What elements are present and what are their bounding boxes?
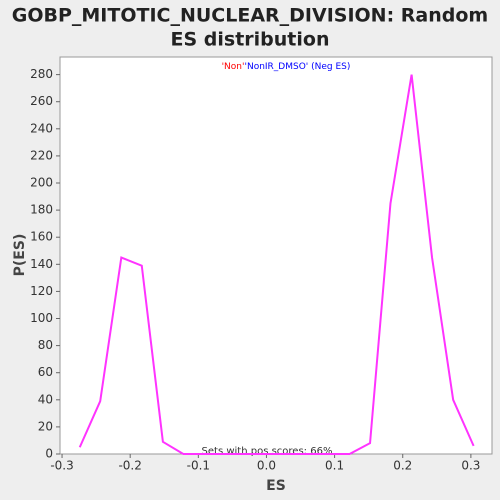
legend: 'Non''NonIR_DMSO' (Neg ES) (222, 62, 351, 72)
x-tick-label: -0.3 (50, 459, 73, 473)
y-tick-label: 0 (45, 447, 53, 461)
y-tick-label: 80 (38, 338, 53, 352)
x-tick-label: 0.0 (257, 459, 276, 473)
y-tick-label: 160 (30, 230, 53, 244)
y-tick-label: 140 (30, 257, 53, 271)
legend-entry: (Neg ES) (308, 62, 350, 72)
x-axis-label: ES (266, 478, 286, 494)
chart-title: ES distribution (171, 29, 330, 51)
y-tick-label: 40 (38, 392, 53, 406)
y-tick-label: 20 (38, 419, 53, 433)
x-tick-label: 0.1 (325, 459, 344, 473)
x-tick-label: -0.2 (118, 459, 141, 473)
y-tick-label: 180 (30, 203, 53, 217)
chart-title: GOBP_MITOTIC_NUCLEAR_DIVISION: Random (12, 5, 488, 27)
line (78, 74, 475, 455)
y-tick-label: 220 (30, 148, 53, 162)
y-tick-label: 100 (30, 311, 53, 325)
plot-area (59, 56, 493, 455)
y-tick-label: 200 (30, 176, 53, 190)
x-tick-label: 0.2 (393, 459, 412, 473)
annotation: Sets with pos scores: 66% (202, 446, 333, 457)
y-tick-label: 120 (30, 284, 53, 298)
x-tick-label: -0.1 (187, 459, 210, 473)
y-tick-label: 60 (38, 365, 53, 379)
y-tick-label: 240 (30, 121, 53, 135)
y-tick-label: 260 (30, 94, 53, 108)
legend-entry: 'Non' (222, 62, 245, 72)
y-tick-label: 280 (30, 67, 53, 81)
y-axis-label: P(ES) (12, 234, 28, 277)
x-tick-label: 0.3 (461, 459, 480, 473)
legend-entry: 'NonIR_DMSO' (244, 62, 308, 72)
